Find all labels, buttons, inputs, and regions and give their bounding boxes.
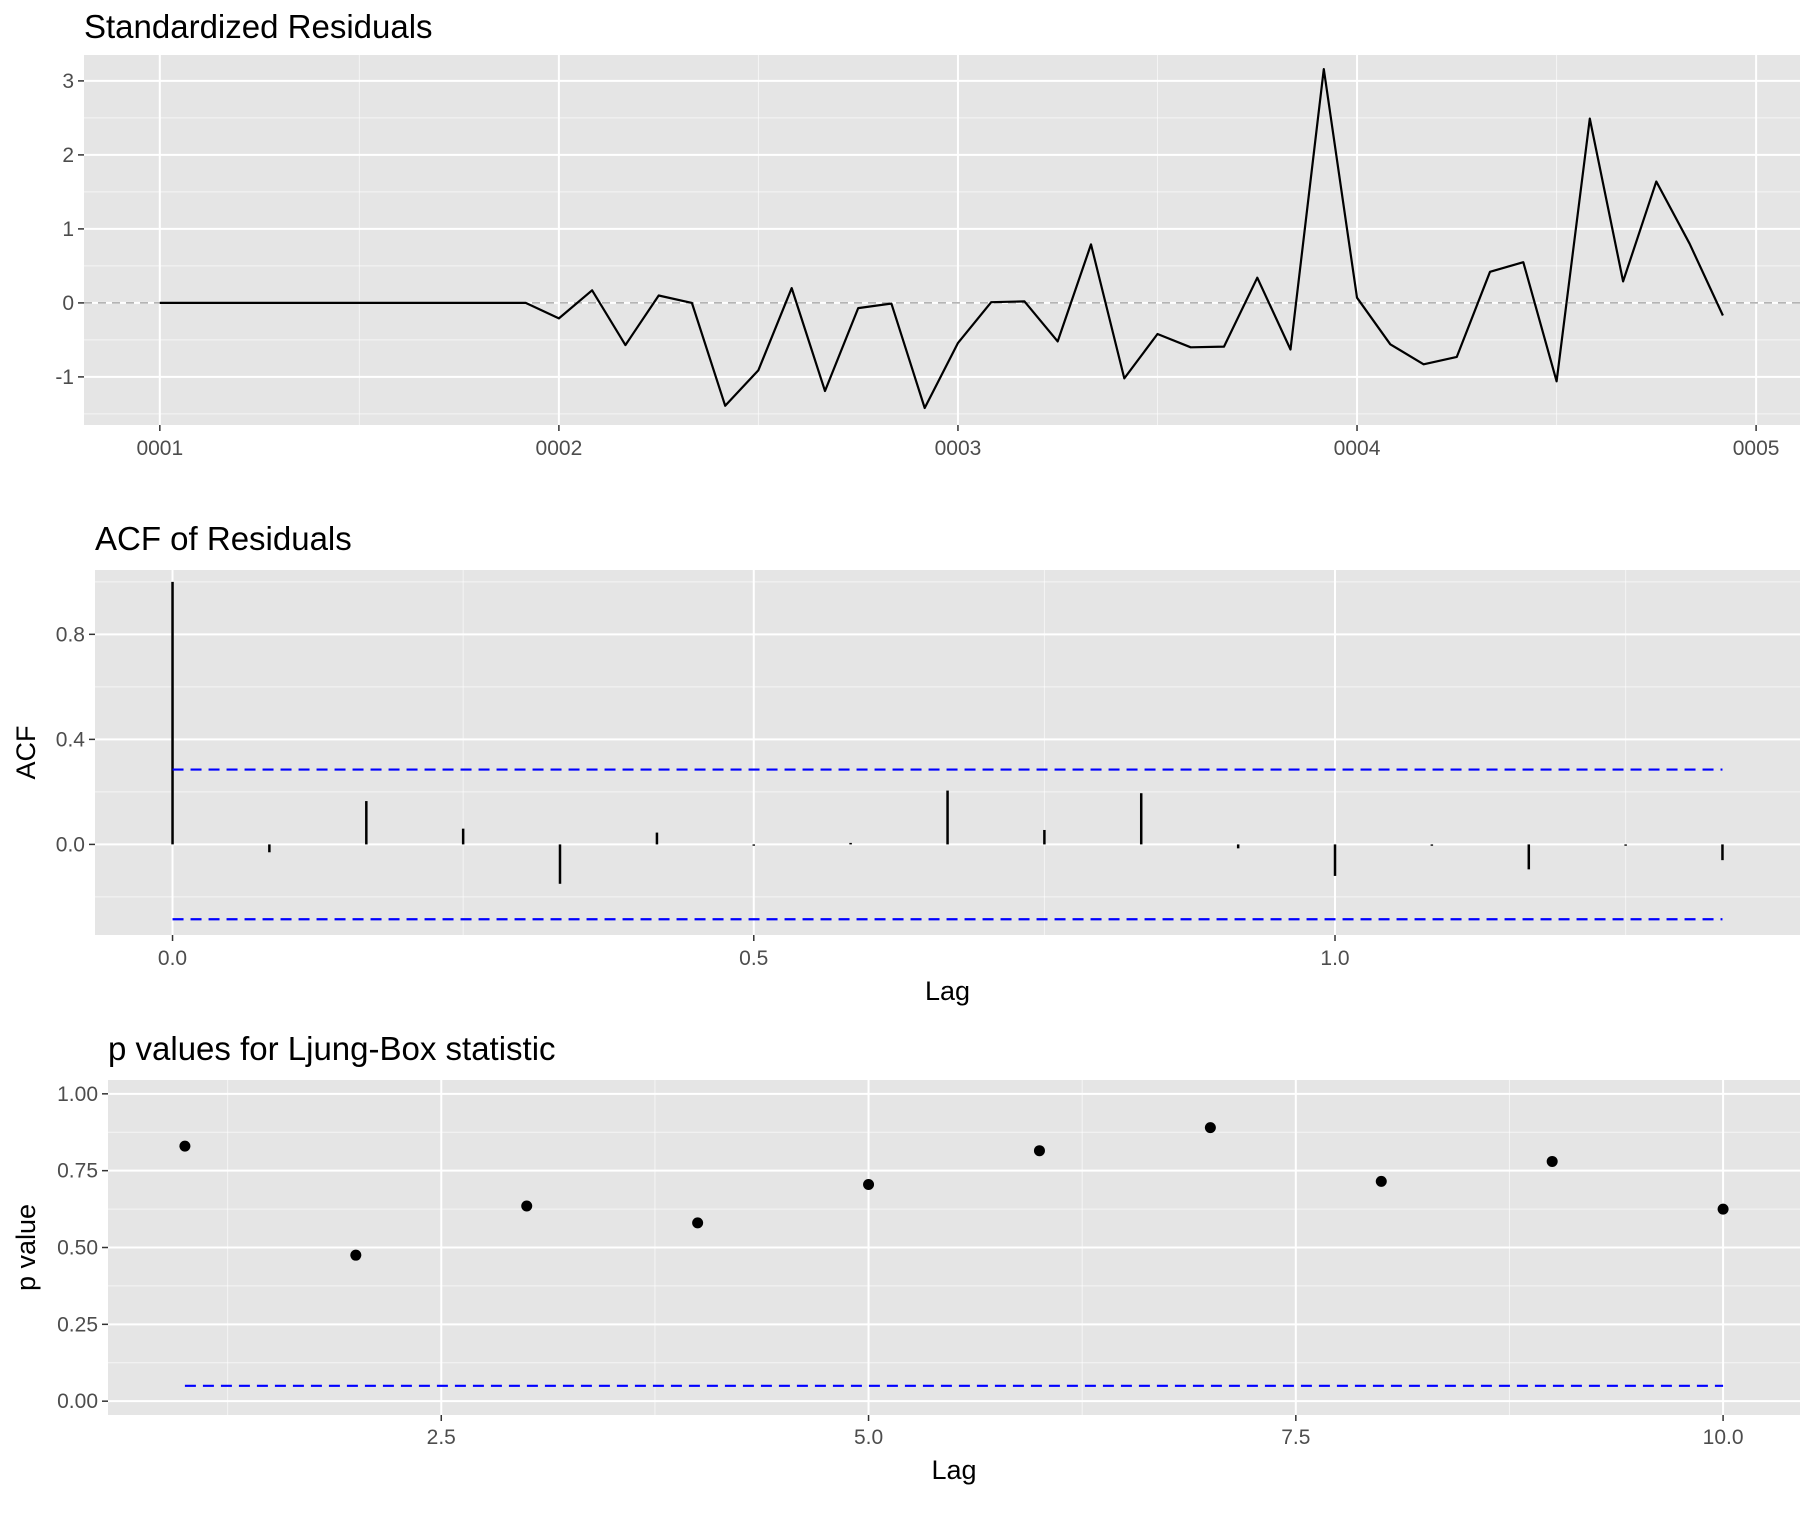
x-tick-label: 0002 — [536, 437, 583, 460]
x-tick-label: 7.5 — [1281, 1426, 1310, 1449]
chart-panel-2: 0.0 0.4 0.8 0.0 0.5 1.0 ACF of Residuals Lag ACF — [11, 520, 1800, 1006]
y-tick-label: 0.4 — [56, 728, 86, 751]
x-tick-label: 5.0 — [854, 1426, 883, 1449]
x-tick-label: 0005 — [1733, 437, 1780, 460]
pvalue-point — [692, 1217, 704, 1229]
y-axis-label: ACF — [11, 726, 41, 780]
pvalue-point — [1204, 1122, 1216, 1134]
x-tick-label: 0.5 — [739, 947, 768, 970]
y-axis-label: p value — [11, 1204, 41, 1291]
y-tick-label: 1.00 — [57, 1083, 98, 1106]
x-axis-label: Lag — [931, 1455, 976, 1485]
panel-background — [84, 55, 1800, 425]
x-tick-label: 0.0 — [158, 947, 187, 970]
x-tick-label: 1.0 — [1320, 947, 1349, 970]
x-tick-label: 0003 — [935, 437, 982, 460]
y-tick-label: 2 — [62, 144, 74, 167]
y-tick-label: 0.75 — [57, 1160, 98, 1183]
pvalue-point — [1033, 1145, 1045, 1157]
x-tick-label: 2.5 — [427, 1426, 456, 1449]
chart-title: p values for Ljung-Box statistic — [108, 1030, 556, 1067]
y-tick-label: 0 — [62, 292, 74, 315]
residual-series-line — [159, 67, 1724, 410]
x-tick-label: 0001 — [136, 437, 183, 460]
chart-title: ACF of Residuals — [95, 520, 352, 557]
pvalue-point — [179, 1140, 191, 1152]
pvalue-point — [521, 1200, 533, 1212]
pvalue-point — [1546, 1155, 1558, 1167]
pvalue-point — [1375, 1175, 1387, 1187]
x-tick-label: 10.0 — [1703, 1426, 1744, 1449]
y-tick-label: 0.25 — [57, 1313, 98, 1336]
y-tick-label: 0.0 — [56, 833, 85, 856]
pvalue-point — [1717, 1203, 1729, 1215]
y-tick-label: 0.50 — [57, 1237, 98, 1260]
chart-panel-1: -1 0 1 2 3 0001 0002 0003 0004 0005 Standardized R… — [55, 8, 1800, 460]
panel-background — [95, 570, 1800, 935]
y-tick-label: 0.8 — [56, 623, 85, 646]
chart-title: Standardized Residuals — [84, 8, 433, 45]
pvalue-point — [350, 1249, 362, 1261]
pvalue-point — [863, 1178, 875, 1190]
y-tick-label: 3 — [62, 70, 74, 93]
y-tick-label: 0.00 — [57, 1390, 98, 1413]
chart-panel-3: 0.00 0.25 0.50 0.75 1.00 2.5 5.0 7.5 10.0 p value… — [11, 1030, 1800, 1485]
y-tick-label: 1 — [62, 218, 74, 241]
x-tick-label: 0004 — [1334, 437, 1381, 460]
x-axis-label: Lag — [925, 976, 970, 1006]
y-tick-label: -1 — [55, 366, 74, 389]
